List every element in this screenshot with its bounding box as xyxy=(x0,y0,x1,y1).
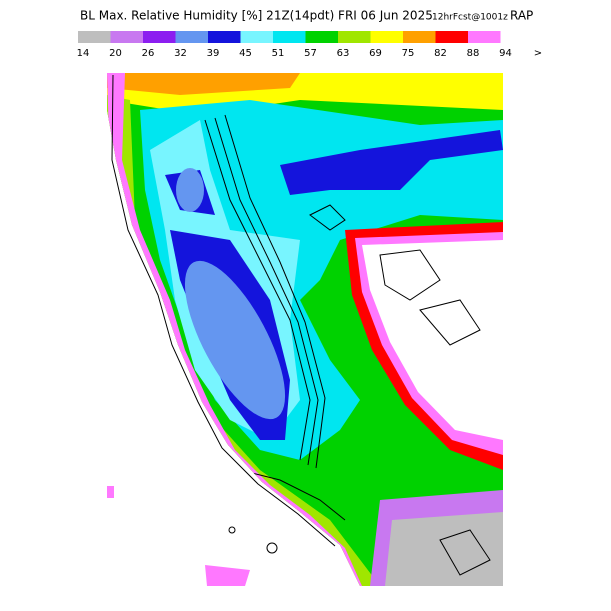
legend-swatch xyxy=(240,31,273,43)
legend-label: 51 xyxy=(272,48,285,59)
legend-label: 32 xyxy=(174,48,187,59)
legend-swatch xyxy=(273,31,306,43)
contour xyxy=(204,119,311,461)
humidity-map xyxy=(107,73,503,586)
legend-swatch xyxy=(370,31,403,43)
legend-swatch xyxy=(110,31,143,43)
contour xyxy=(379,249,441,301)
legend-label: 26 xyxy=(142,48,155,59)
legend-label: 14 xyxy=(77,48,90,59)
legend-swatch xyxy=(468,31,501,43)
contour xyxy=(214,117,319,466)
legend-label: 69 xyxy=(369,48,382,59)
map-field xyxy=(385,512,503,586)
model-label: RAP xyxy=(510,9,533,23)
legend-swatch xyxy=(305,31,338,43)
map-field xyxy=(107,486,114,498)
coastline xyxy=(111,74,336,547)
contour xyxy=(228,526,236,534)
title: BL Max. Relative Humidity [%] 21Z(14pdt)… xyxy=(80,9,433,23)
legend-swatch xyxy=(403,31,436,43)
forecast-label: 12hrFcst@1001z xyxy=(432,13,508,23)
legend-label: 88 xyxy=(467,48,480,59)
contour xyxy=(309,204,346,231)
legend-swatch xyxy=(78,31,111,43)
contour xyxy=(439,529,491,576)
map-field xyxy=(205,565,250,586)
legend-swatch xyxy=(143,31,176,43)
legend-swatch xyxy=(208,31,241,43)
legend-swatch xyxy=(175,31,208,43)
contour xyxy=(224,114,326,469)
map-field xyxy=(184,260,286,420)
map-field xyxy=(176,168,204,212)
contour xyxy=(419,299,481,346)
legend-label: 57 xyxy=(304,48,317,59)
legend-label: 45 xyxy=(239,48,252,59)
legend-label: 20 xyxy=(109,48,122,59)
legend-swatch xyxy=(435,31,468,43)
legend-label: 63 xyxy=(337,48,350,59)
legend-label: 82 xyxy=(434,48,447,59)
contour xyxy=(266,542,278,554)
legend-swatch xyxy=(338,31,371,43)
legend-label: 75 xyxy=(402,48,415,59)
legend-label: 39 xyxy=(207,48,220,59)
contour xyxy=(239,469,346,521)
legend-label: > xyxy=(534,48,542,59)
map-field xyxy=(107,73,300,95)
legend-label: 94 xyxy=(499,48,512,59)
map-field xyxy=(280,130,503,195)
legend: 14 20 26 32 39 45 51 57 63 69 75 82 88 94 > xyxy=(77,31,542,59)
map-field xyxy=(362,240,503,440)
